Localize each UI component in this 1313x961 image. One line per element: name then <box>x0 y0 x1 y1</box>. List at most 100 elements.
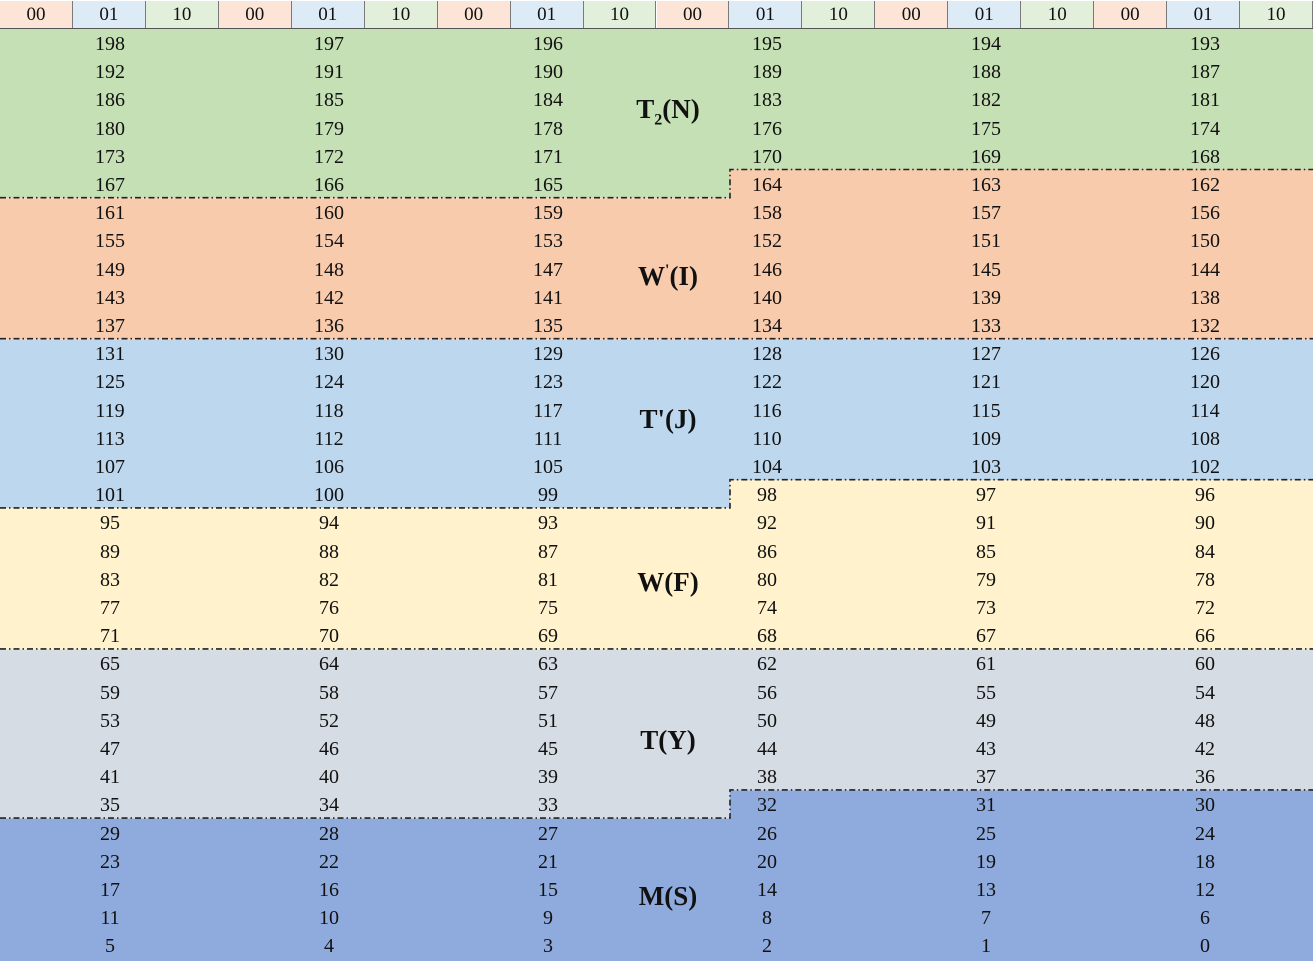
cell-value: 23 <box>100 850 120 873</box>
cell-value: 40 <box>319 766 339 789</box>
cell-value: 150 <box>1190 230 1220 253</box>
cell-value: 106 <box>314 456 344 478</box>
cell-value: 48 <box>1195 709 1215 732</box>
table-row: 113 112 111 110 109 108 <box>0 424 1313 452</box>
cell-value: 188 <box>971 61 1001 84</box>
table-row: 47 46 45 44 43 42 <box>0 734 1313 762</box>
cell-value: 136 <box>314 315 344 337</box>
zone-boundary-3 <box>0 478 1313 509</box>
cell-value: 58 <box>319 681 339 704</box>
table-row: 143 142 141 140 139 138 <box>0 283 1313 311</box>
column-header-14: 10 <box>1021 1 1095 28</box>
cell-value: 39 <box>538 766 558 789</box>
cell-value: 43 <box>976 738 996 760</box>
cell-value: 196 <box>533 33 563 55</box>
cell-value: 15 <box>538 879 558 901</box>
cell-value: 187 <box>1190 61 1220 84</box>
zone-label-t2n: T2(N) <box>636 94 700 129</box>
table-row: 83 82 81 80 79 78 <box>0 565 1313 593</box>
cell-value: 198 <box>95 33 125 55</box>
cell-value: 100 <box>314 484 344 507</box>
cell-value: 55 <box>976 681 996 704</box>
zone-label-ms: M(S) <box>638 881 698 911</box>
column-header-4: 01 <box>291 1 365 28</box>
cell-value: 166 <box>314 174 344 196</box>
table-row: 59 58 57 56 55 54 <box>0 678 1313 706</box>
cell-value: 37 <box>976 766 996 789</box>
table-row: 149 148 147 146 145 144 <box>0 255 1313 283</box>
table-row: 198 197 196 195 194 193 <box>0 29 1313 57</box>
column-header-6: 00 <box>437 1 511 28</box>
cell-value: 2 <box>762 935 772 958</box>
column-header-1: 01 <box>72 1 146 28</box>
cell-value: 171 <box>533 145 563 168</box>
table-row: 71 70 69 68 67 66 <box>0 621 1313 649</box>
table-row: 161 160 159 158 157 156 <box>0 198 1313 226</box>
table-row: 89 88 87 86 85 84 <box>0 537 1313 565</box>
column-header-2: 10 <box>145 1 219 28</box>
cell-value: 8 <box>762 907 772 930</box>
cell-value: 134 <box>752 315 782 337</box>
cell-value: 130 <box>314 343 344 366</box>
table-row: 41 40 39 38 37 36 <box>0 762 1313 790</box>
cell-value: 5 <box>105 935 115 958</box>
cell-value: 147 <box>533 258 563 281</box>
cell-value: 71 <box>100 625 120 648</box>
cell-value: 169 <box>971 145 1001 168</box>
cell-value: 42 <box>1195 738 1215 760</box>
cell-value: 35 <box>100 794 120 817</box>
cell-value: 161 <box>95 202 125 225</box>
cell-value: 46 <box>319 738 339 760</box>
table-row: 29 28 27 26 25 24 <box>0 819 1313 847</box>
cell-value: 154 <box>314 230 344 253</box>
cell-value: 137 <box>95 315 125 337</box>
table-row: 137 136 135 134 133 132 <box>0 311 1313 339</box>
cell-value: 52 <box>319 709 339 732</box>
cell-value: 82 <box>319 568 339 591</box>
cell-value: 115 <box>971 399 1001 422</box>
cell-value: 45 <box>538 738 558 760</box>
cell-value: 149 <box>95 258 125 281</box>
cell-value: 1 <box>981 935 991 958</box>
cell-value: 75 <box>538 597 558 619</box>
cell-value: 59 <box>100 681 120 704</box>
cell-value: 25 <box>976 822 996 845</box>
cell-value: 148 <box>314 258 344 281</box>
cell-value: 103 <box>971 456 1001 478</box>
cell-value: 141 <box>533 286 563 309</box>
cell-value: 122 <box>752 371 782 394</box>
table-row: 180 179 178 176 175 174 <box>0 114 1313 142</box>
cell-value: 143 <box>95 286 125 309</box>
cell-value: 86 <box>757 540 777 563</box>
cell-value: 84 <box>1195 540 1215 563</box>
cell-value: 132 <box>1190 315 1220 337</box>
table-row: 95 94 93 92 91 90 <box>0 508 1313 536</box>
table-row: 186 185 184 183 182 181 <box>0 85 1313 113</box>
cell-value: 85 <box>976 540 996 563</box>
header-divider <box>0 28 1313 29</box>
cell-value: 152 <box>752 230 782 253</box>
cell-value: 26 <box>757 822 777 845</box>
cell-value: 91 <box>976 512 996 535</box>
cell-value: 77 <box>100 597 120 619</box>
cell-value: 0 <box>1200 935 1210 958</box>
cell-value: 81 <box>538 568 558 591</box>
cell-value: 194 <box>971 33 1001 55</box>
cell-value: 73 <box>976 597 996 619</box>
table-row: 5 4 3 2 1 0 <box>0 931 1313 959</box>
cell-value: 179 <box>314 117 344 140</box>
cell-value: 197 <box>314 33 344 55</box>
cell-value: 4 <box>324 935 334 958</box>
cell-value: 124 <box>314 371 344 394</box>
cell-value: 121 <box>971 371 1001 394</box>
cell-value: 175 <box>971 117 1001 140</box>
cell-value: 127 <box>971 343 1001 366</box>
cell-value: 104 <box>752 456 782 478</box>
cell-value: 183 <box>752 89 782 112</box>
cell-value: 53 <box>100 709 120 732</box>
cell-value: 123 <box>533 371 563 394</box>
cell-value: 138 <box>1190 286 1220 309</box>
column-header-7: 01 <box>510 1 584 28</box>
cell-value: 116 <box>752 399 782 422</box>
cell-value: 69 <box>538 625 558 648</box>
